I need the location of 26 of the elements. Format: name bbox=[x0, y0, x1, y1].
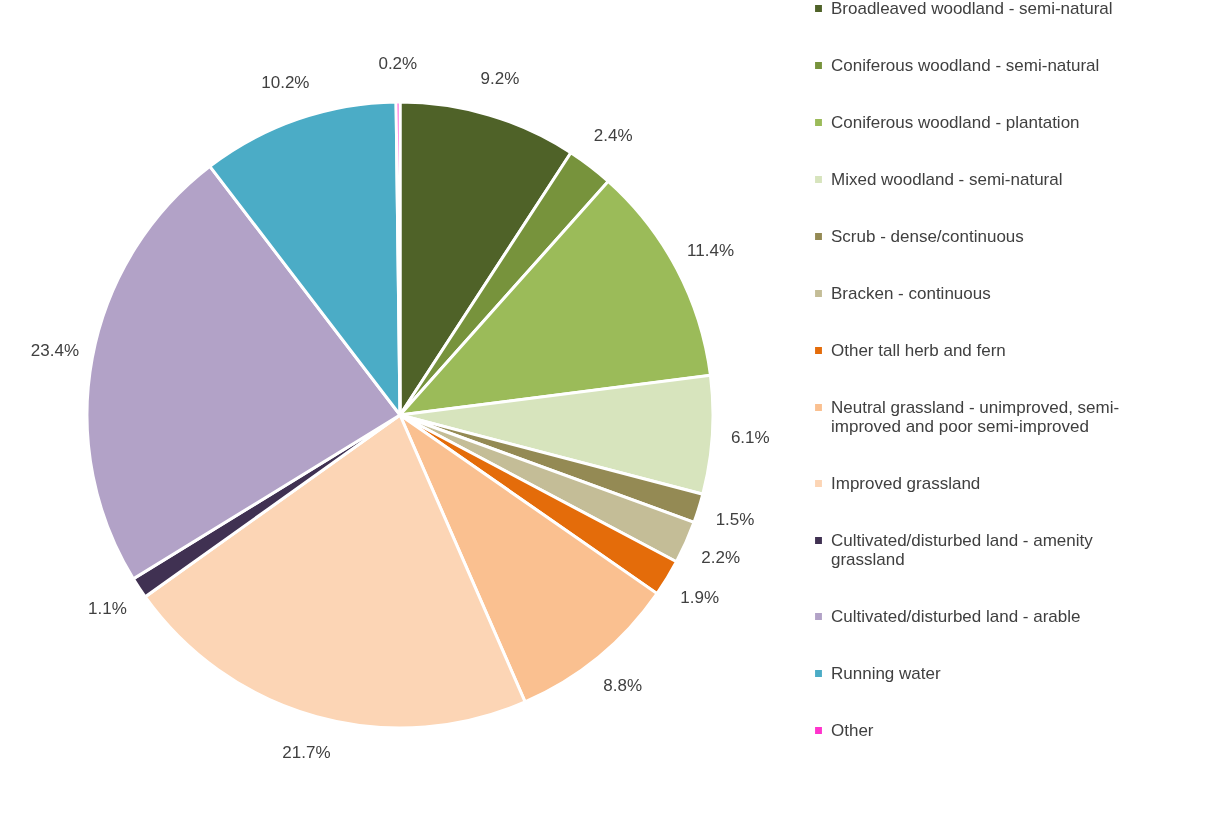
legend-label: Coniferous woodland - plantation bbox=[831, 112, 1080, 132]
data-label: 21.7% bbox=[282, 743, 331, 763]
legend-label: Neutral grassland - unimproved, semi-improved and poor semi-improved bbox=[831, 397, 1120, 436]
legend-label: Bracken - continuous bbox=[831, 283, 991, 303]
data-label: 1.9% bbox=[680, 587, 720, 607]
data-label: 1.1% bbox=[88, 598, 127, 618]
data-label: 2.4% bbox=[593, 126, 633, 146]
legend-label: Running water bbox=[831, 663, 941, 683]
data-label: 10.2% bbox=[261, 73, 310, 93]
legend-label: Mixed woodland - semi-natural bbox=[831, 169, 1063, 189]
data-label: 8.8% bbox=[603, 676, 643, 696]
data-label: 9.2% bbox=[480, 68, 520, 88]
legend-label: Other bbox=[831, 720, 874, 740]
data-label: 6.1% bbox=[730, 427, 770, 447]
data-label: 2.2% bbox=[701, 547, 741, 567]
legend-label: Other tall herb and fern bbox=[831, 340, 1006, 360]
data-label: 23.4% bbox=[30, 340, 79, 360]
data-label: 1.5% bbox=[715, 509, 755, 529]
legend-label: Improved grassland bbox=[831, 473, 981, 493]
legend-label: Cultivated/disturbed land - amenity grassland bbox=[831, 530, 1094, 569]
legend-label: Scrub - dense/continuous bbox=[831, 226, 1024, 246]
data-label: 11.4% bbox=[687, 241, 735, 261]
legend-label: Broadleaved woodland - semi-natural bbox=[831, 0, 1113, 18]
legend-label: Coniferous woodland - semi-natural bbox=[831, 55, 1100, 75]
legend-label: Cultivated/disturbed land - arable bbox=[831, 606, 1081, 626]
data-label: 0.2% bbox=[378, 54, 418, 74]
